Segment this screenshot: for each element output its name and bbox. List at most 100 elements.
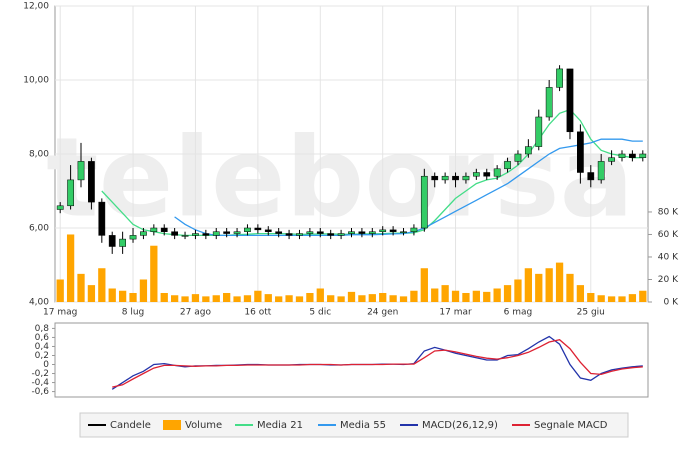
- plot-area: [54, 322, 649, 398]
- x-tick-label: 6 mag: [504, 308, 533, 318]
- y-tick-label: 0,2: [35, 351, 49, 361]
- volume-bar: [347, 291, 356, 302]
- volume-bar: [462, 292, 470, 302]
- watermark: teleborsa: [46, 113, 634, 241]
- volume-bar: [285, 295, 293, 302]
- candle-body: [140, 231, 147, 236]
- candle-body: [337, 233, 345, 236]
- candle-body: [88, 161, 95, 203]
- candle-body: [472, 172, 480, 177]
- legend-item[interactable]: Volume: [163, 420, 222, 431]
- candle-body: [358, 231, 366, 234]
- candle-body: [483, 172, 491, 177]
- volume-bar: [129, 292, 137, 302]
- volume-bar: [451, 290, 460, 302]
- legend-item[interactable]: Media 55: [318, 420, 386, 431]
- y-tick-label: 0,8: [35, 324, 50, 334]
- volume-bar: [233, 296, 241, 302]
- candle-body: [410, 227, 418, 232]
- candle-body: [514, 153, 522, 162]
- volume-bar: [472, 290, 480, 302]
- candle-body: [275, 231, 283, 234]
- legend-label: MACD(26,12,9): [422, 420, 498, 431]
- candle-body: [608, 157, 615, 162]
- candle-body: [264, 229, 272, 232]
- volume-bar: [576, 285, 585, 302]
- y2-tick-label: 0 K: [664, 298, 680, 308]
- volume-bar: [399, 296, 408, 302]
- legend-item[interactable]: Media 21: [235, 420, 303, 431]
- candle-body: [160, 227, 168, 232]
- candle-body: [108, 235, 116, 247]
- volume-bar: [87, 285, 96, 302]
- candle-body: [327, 233, 335, 236]
- volume-bar: [150, 245, 158, 302]
- y2-tick-label: 80 K: [658, 207, 679, 217]
- volume-bar: [555, 262, 564, 302]
- candle-body: [493, 168, 501, 177]
- volume-bar: [420, 268, 428, 302]
- y-tick-label: 0,6: [35, 333, 50, 343]
- x-tick-label: 17 mar: [439, 308, 472, 318]
- candle-body: [597, 161, 605, 181]
- volume-bar: [223, 292, 231, 302]
- volume-bar: [98, 268, 106, 302]
- x-tick-label: 27 ago: [180, 308, 212, 318]
- candle-body: [150, 227, 158, 232]
- legend-swatch: [163, 420, 181, 430]
- volume-bar: [503, 285, 512, 302]
- volume-bar: [431, 288, 439, 302]
- y-tick-label: 0: [43, 360, 49, 370]
- candle-body: [129, 235, 137, 240]
- volume-bar: [514, 279, 522, 302]
- candle-body: [181, 235, 189, 237]
- y-tick-label: -0,2: [31, 369, 49, 379]
- legend-item[interactable]: MACD(26,12,9): [400, 420, 498, 431]
- candle-body: [77, 161, 85, 181]
- volume-bar: [587, 292, 595, 302]
- candle-body: [545, 87, 553, 118]
- x-tick-label: 16 ott: [244, 308, 271, 318]
- candle-body: [524, 146, 532, 155]
- x-tick-label: 25 giu: [577, 308, 605, 318]
- volume-bar: [535, 273, 543, 302]
- volume-bar: [77, 273, 85, 302]
- series-line: [174, 138, 643, 237]
- candle-body: [98, 201, 106, 236]
- y-tick-label: 4,00: [29, 298, 49, 308]
- volume-bar: [607, 296, 616, 302]
- candle-body: [316, 231, 324, 234]
- volume-bar: [212, 295, 220, 302]
- candle-body: [348, 231, 355, 234]
- volume-bar: [524, 268, 533, 302]
- volume-bar: [316, 288, 324, 302]
- candle-body: [389, 229, 397, 232]
- volume-bar: [264, 294, 272, 302]
- candle-body: [441, 175, 449, 181]
- legend-item[interactable]: Candele: [88, 420, 151, 431]
- candle-body: [452, 175, 459, 181]
- y-tick-label: 12,00: [23, 2, 49, 12]
- candle-body: [379, 229, 387, 232]
- volume-bar: [389, 295, 397, 302]
- volume-bar: [295, 296, 304, 302]
- y2-tick-label: 20 K: [658, 275, 679, 285]
- y2-tick-label: 60 K: [658, 230, 679, 240]
- volume-bar: [441, 285, 449, 302]
- volume-bar: [358, 295, 366, 302]
- volume-bar: [639, 290, 647, 302]
- legend-item[interactable]: Segnale MACD: [512, 420, 608, 431]
- candle-body: [431, 175, 439, 181]
- volume-bar: [160, 292, 168, 302]
- candle-body: [192, 233, 199, 236]
- candle-body: [639, 153, 647, 158]
- y-tick-label: 10,00: [23, 76, 49, 86]
- volume-bar: [202, 296, 210, 302]
- volume-bar: [56, 279, 64, 302]
- volume-bar: [191, 294, 200, 302]
- volume-bar: [337, 296, 345, 302]
- candle-body: [368, 231, 376, 234]
- y-tick-label: 6,00: [29, 224, 49, 234]
- legend-label: Media 55: [340, 420, 386, 431]
